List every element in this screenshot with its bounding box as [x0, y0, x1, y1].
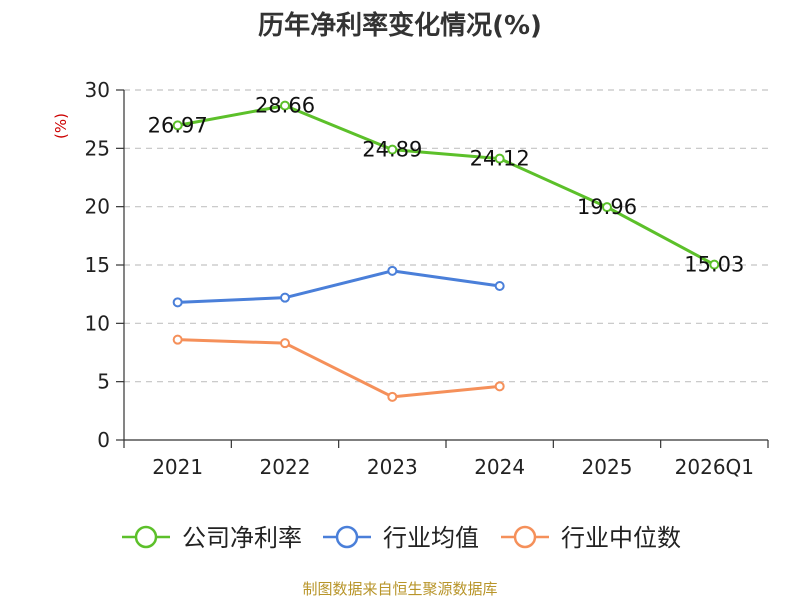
y-tick-label: 15	[85, 253, 110, 277]
data-label-layer: 26.97 28.66 24.89 24.12 19.96 15.03	[148, 94, 745, 277]
legend-label: 行业均值	[383, 524, 479, 552]
series-line-2	[176, 338, 502, 399]
legend-marker-icon	[513, 525, 537, 549]
data-label: 24.12	[470, 147, 530, 171]
y-tick-label: 30	[85, 78, 110, 102]
x-tick-label: 2022	[260, 455, 311, 479]
data-point-1-1	[280, 292, 290, 303]
y-tick-label: 25	[85, 136, 110, 160]
chart-title: 历年净利率变化情况(%)	[258, 10, 542, 41]
legend-item-1[interactable]: 行业均值	[323, 524, 479, 552]
y-tick-label: 10	[85, 311, 110, 335]
series-layer	[172, 100, 720, 402]
x-tick-label: 2021	[152, 455, 203, 479]
data-label: 28.66	[255, 94, 315, 118]
x-tick-label: 2025	[582, 455, 633, 479]
data-point-0-0	[172, 120, 183, 131]
y-tick-label: 0	[97, 428, 110, 452]
grid-layer	[124, 89, 768, 383]
data-point-2-0	[172, 334, 183, 345]
data-point-2-3	[494, 381, 505, 392]
data-point-2-2	[387, 391, 398, 402]
legend-label: 公司净利率	[182, 524, 302, 552]
data-point-1-3	[494, 281, 505, 291]
data-point-2-1	[280, 338, 290, 349]
legend-item-2[interactable]: 行业中位数	[501, 524, 681, 552]
x-tick-label: 2024	[474, 455, 525, 479]
legend-label: 行业中位数	[561, 524, 681, 552]
legend: 公司净利率 行业均值 行业中位数	[122, 524, 681, 552]
source-note: 制图数据来自恒生聚源数据库	[302, 580, 497, 598]
data-point-1-2	[387, 265, 398, 276]
data-label: 24.89	[362, 138, 422, 162]
data-point-1-0	[172, 297, 183, 308]
data-point-0-3	[494, 153, 505, 164]
y-axis-label: (%)	[52, 113, 70, 139]
x-tick-label: 2026Q1	[675, 455, 754, 479]
legend-marker-icon	[134, 525, 158, 549]
data-point-0-1	[280, 100, 290, 111]
data-point-0-2	[387, 144, 398, 155]
legend-item-0[interactable]: 公司净利率	[122, 524, 302, 552]
legend-marker-icon	[335, 525, 359, 549]
y-tick-label: 20	[85, 195, 110, 219]
y-tick-label: 5	[97, 370, 110, 394]
series-line-1	[176, 269, 502, 304]
series-line-0	[176, 104, 716, 267]
data-label: 26.97	[148, 113, 208, 137]
data-label: 19.96	[577, 195, 637, 219]
data-point-0-5	[709, 259, 720, 270]
x-tick-label: 2023	[367, 455, 418, 479]
data-label: 15.03	[684, 253, 744, 277]
data-point-0-4	[602, 202, 612, 213]
